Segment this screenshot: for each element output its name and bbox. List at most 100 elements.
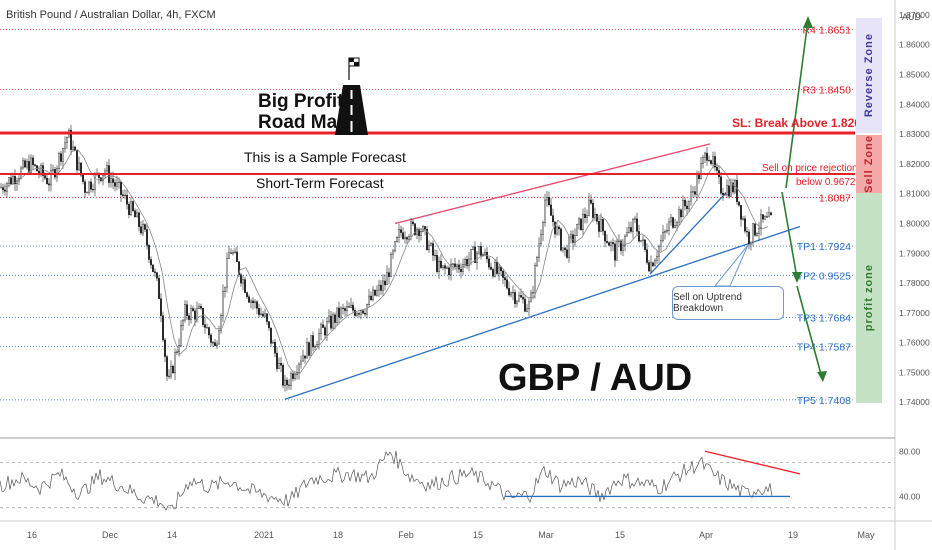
candle-body [22, 160, 25, 169]
x-tick-label: Mar [538, 530, 554, 540]
candle-body [738, 201, 741, 206]
candle-body [498, 266, 501, 274]
candle-body [241, 279, 244, 284]
candle-body [608, 242, 611, 246]
candle-body [167, 375, 170, 377]
sample-forecast-label: This is a Sample Forecast [244, 149, 406, 165]
candle-body [127, 204, 130, 215]
candle-body [113, 182, 116, 187]
candle-body [510, 292, 513, 296]
candle-body [712, 156, 715, 164]
candle-body [588, 199, 591, 216]
candle-body [143, 224, 146, 230]
candle-body [378, 284, 381, 291]
candle-body [139, 226, 142, 234]
candle-body [205, 327, 208, 329]
candle-body [32, 157, 35, 165]
candle-body [684, 200, 687, 207]
candle-body [290, 373, 293, 386]
candle-body [538, 243, 541, 258]
main-title-line2: Road Map [258, 112, 349, 133]
candle-body [129, 201, 132, 215]
candle-body [452, 263, 455, 265]
x-tick-label: Feb [398, 530, 414, 540]
candle-body [610, 242, 613, 246]
candle-body [670, 217, 673, 223]
candle-body [508, 287, 511, 296]
candle-body [370, 295, 373, 300]
candle-body [622, 245, 625, 251]
candle-body [414, 223, 417, 235]
candle-body [161, 315, 164, 341]
candle-body [710, 160, 713, 164]
candle-body [247, 296, 250, 303]
candle-body [197, 306, 200, 309]
candle-body [496, 261, 499, 274]
candle-body [119, 181, 122, 195]
candle-body [151, 264, 154, 272]
candle-body [426, 228, 429, 251]
candle-body [292, 373, 295, 379]
y-tick-label: 1.86000 [899, 40, 930, 50]
candle-body [596, 214, 599, 222]
candle-body [428, 244, 431, 251]
candle-body [111, 178, 114, 183]
candle-body [522, 296, 525, 300]
rsi-tick-label: 80.00 [899, 446, 921, 456]
candle-body [386, 272, 389, 286]
candle-body [101, 174, 104, 182]
candle-body [632, 218, 635, 232]
arrow-down-2-head [817, 371, 827, 382]
level-label: 1.8087 [819, 193, 851, 205]
candle-body [604, 230, 607, 242]
candle-body [326, 321, 329, 336]
candle-body [724, 194, 727, 196]
candle-body [740, 205, 743, 220]
candle-body [540, 234, 543, 245]
arrow-up-reverse [785, 19, 809, 189]
candle-body [476, 252, 479, 263]
sell-zone: Sell Zone [856, 135, 882, 193]
candle-body [616, 241, 619, 261]
candle-body [243, 279, 246, 293]
candle-body [488, 258, 491, 268]
candle-body [40, 165, 43, 174]
candle-body [674, 225, 677, 228]
candle-body [135, 212, 138, 218]
y-tick-label: 1.85000 [899, 69, 930, 79]
candle-body [356, 313, 359, 316]
candle-body [458, 264, 461, 270]
candle-body [554, 221, 557, 235]
candle-body [412, 221, 415, 225]
candle-body [274, 342, 277, 354]
candle-body [235, 251, 238, 262]
candle-body [187, 315, 190, 320]
candle-body [474, 246, 477, 263]
candle-body [400, 229, 403, 233]
candle-body [256, 301, 259, 309]
candle-body [225, 258, 228, 288]
candle-body [574, 235, 577, 243]
candle-body [636, 218, 639, 232]
candle-body [668, 221, 671, 231]
candle-body [626, 232, 629, 237]
candle-body [448, 267, 451, 276]
candle-body [690, 191, 693, 202]
candle-body [652, 262, 655, 267]
flag-icon [348, 57, 360, 80]
candle-body [99, 177, 102, 182]
candle-body [336, 307, 339, 323]
candle-body [730, 182, 733, 197]
candle-body [664, 231, 667, 233]
candle-body [444, 265, 447, 269]
candle-body [396, 236, 399, 243]
candle-body [171, 366, 174, 374]
arrow-down-1-head [792, 272, 802, 283]
candle-body [770, 212, 773, 215]
trendline-support [284, 225, 801, 400]
candle-body [590, 199, 593, 204]
candle-body [62, 148, 65, 162]
candle-body [89, 181, 92, 190]
candle-body [722, 193, 725, 195]
